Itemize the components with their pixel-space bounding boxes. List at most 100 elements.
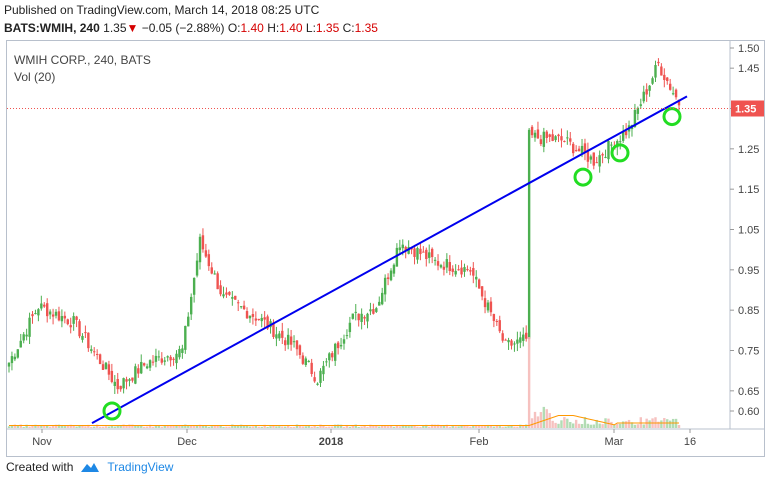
candle-body bbox=[95, 353, 99, 355]
x-tick-label: Dec bbox=[177, 436, 197, 448]
volume-bar bbox=[310, 426, 313, 428]
candle-body bbox=[184, 325, 187, 350]
volume-bar bbox=[551, 420, 554, 428]
candle-body bbox=[516, 339, 519, 344]
volume-bar bbox=[28, 426, 31, 428]
volume-bar bbox=[498, 426, 501, 428]
volume-bar bbox=[245, 425, 249, 428]
candle-body bbox=[116, 379, 119, 390]
volume-bar bbox=[104, 426, 108, 428]
volume-bar bbox=[289, 426, 293, 428]
volume-bar bbox=[210, 426, 213, 428]
volume-bar bbox=[313, 425, 316, 428]
y-tick-label: 0.95 bbox=[738, 265, 759, 277]
candle-body bbox=[284, 340, 287, 346]
volume-bar bbox=[436, 424, 440, 428]
candle-body bbox=[621, 131, 625, 141]
volume-bar bbox=[137, 425, 140, 428]
candle-body bbox=[642, 91, 645, 102]
volume-bar bbox=[172, 425, 175, 428]
volume-bar bbox=[84, 426, 87, 428]
candle-body bbox=[510, 340, 513, 346]
candle-body bbox=[339, 344, 343, 347]
candle-body bbox=[93, 351, 96, 353]
candle-body bbox=[257, 318, 260, 320]
candle-body bbox=[19, 340, 22, 348]
volume-bar bbox=[237, 425, 240, 428]
candle-body bbox=[216, 273, 219, 290]
candle-body bbox=[498, 320, 501, 332]
volume-bar bbox=[333, 424, 337, 428]
volume-bar bbox=[266, 426, 269, 428]
candle-body bbox=[189, 296, 193, 315]
down-arrow-icon: ▼ bbox=[126, 21, 139, 35]
volume-bar bbox=[451, 426, 454, 428]
volume-bar bbox=[345, 424, 349, 428]
candle-body bbox=[654, 65, 657, 78]
volume-bar bbox=[184, 424, 187, 428]
volume-bar bbox=[548, 413, 551, 428]
candle-body bbox=[530, 126, 534, 136]
candle-body bbox=[181, 348, 184, 353]
volume-bar bbox=[621, 421, 625, 428]
volume-bar bbox=[610, 421, 613, 428]
volume-bar bbox=[131, 424, 134, 428]
volume-bar bbox=[425, 424, 428, 428]
volume-bar bbox=[275, 426, 278, 428]
chart-panel[interactable]: 1.50 1.45 1.35 1.25 1.15 1.05 0.95 0.85 0.75 0.65… bbox=[6, 40, 765, 457]
candle-body bbox=[439, 265, 443, 268]
price-chart[interactable]: 1.50 1.45 1.35 1.25 1.15 1.05 0.95 0.85 0.75 0.65… bbox=[7, 41, 764, 456]
volume-bar bbox=[592, 424, 595, 428]
volume-bar bbox=[519, 424, 522, 428]
volume-bar bbox=[66, 425, 69, 428]
close-value: 1.35 bbox=[354, 21, 378, 35]
volume-bar bbox=[569, 421, 572, 428]
candle-body bbox=[666, 77, 669, 81]
candle-body bbox=[545, 131, 548, 138]
volume-bar bbox=[119, 425, 122, 428]
candle-body bbox=[275, 334, 278, 339]
candle-body bbox=[389, 270, 393, 281]
candle-body bbox=[524, 332, 528, 339]
volume-bar bbox=[134, 425, 137, 428]
candle-body bbox=[533, 132, 537, 138]
candle-body bbox=[598, 155, 601, 167]
volume-bar bbox=[251, 426, 255, 428]
volume-bar bbox=[413, 425, 416, 428]
volume-bar bbox=[363, 425, 366, 428]
volume-bar bbox=[242, 425, 246, 428]
volume-bar bbox=[81, 425, 84, 428]
volume-bar bbox=[263, 424, 266, 428]
volume-bar bbox=[633, 424, 637, 428]
volume-bar bbox=[501, 426, 504, 428]
y-tick-label: 1.45 bbox=[738, 63, 759, 75]
candle-body bbox=[40, 303, 43, 309]
candle-body bbox=[60, 316, 64, 322]
volume-bar bbox=[339, 424, 343, 428]
tradingview-brand-link[interactable]: TradingView bbox=[107, 460, 174, 474]
candle-body bbox=[645, 89, 648, 95]
volume-bar bbox=[360, 426, 363, 428]
volume-bar bbox=[40, 425, 43, 428]
volume-bar bbox=[574, 419, 578, 428]
x-tick-label: Feb bbox=[470, 436, 489, 448]
volume-bar bbox=[201, 425, 205, 428]
trendline bbox=[91, 95, 688, 424]
volume-bar bbox=[169, 425, 172, 428]
open-value: 1.40 bbox=[240, 21, 264, 35]
candle-body bbox=[589, 156, 593, 160]
low-value: 1.35 bbox=[315, 21, 340, 35]
volume-bar bbox=[624, 421, 628, 428]
volume-bar bbox=[198, 424, 202, 428]
candle-body bbox=[407, 246, 410, 254]
volume-bar bbox=[457, 426, 460, 428]
candle-body bbox=[548, 134, 551, 137]
volume-bar bbox=[204, 425, 208, 428]
candle-body bbox=[442, 266, 446, 270]
volume-bar bbox=[222, 426, 225, 428]
candle-body bbox=[495, 320, 499, 322]
volume-bar bbox=[284, 426, 287, 428]
volume-bar bbox=[292, 426, 296, 428]
candle-body bbox=[342, 339, 346, 344]
candle-body bbox=[519, 337, 522, 343]
